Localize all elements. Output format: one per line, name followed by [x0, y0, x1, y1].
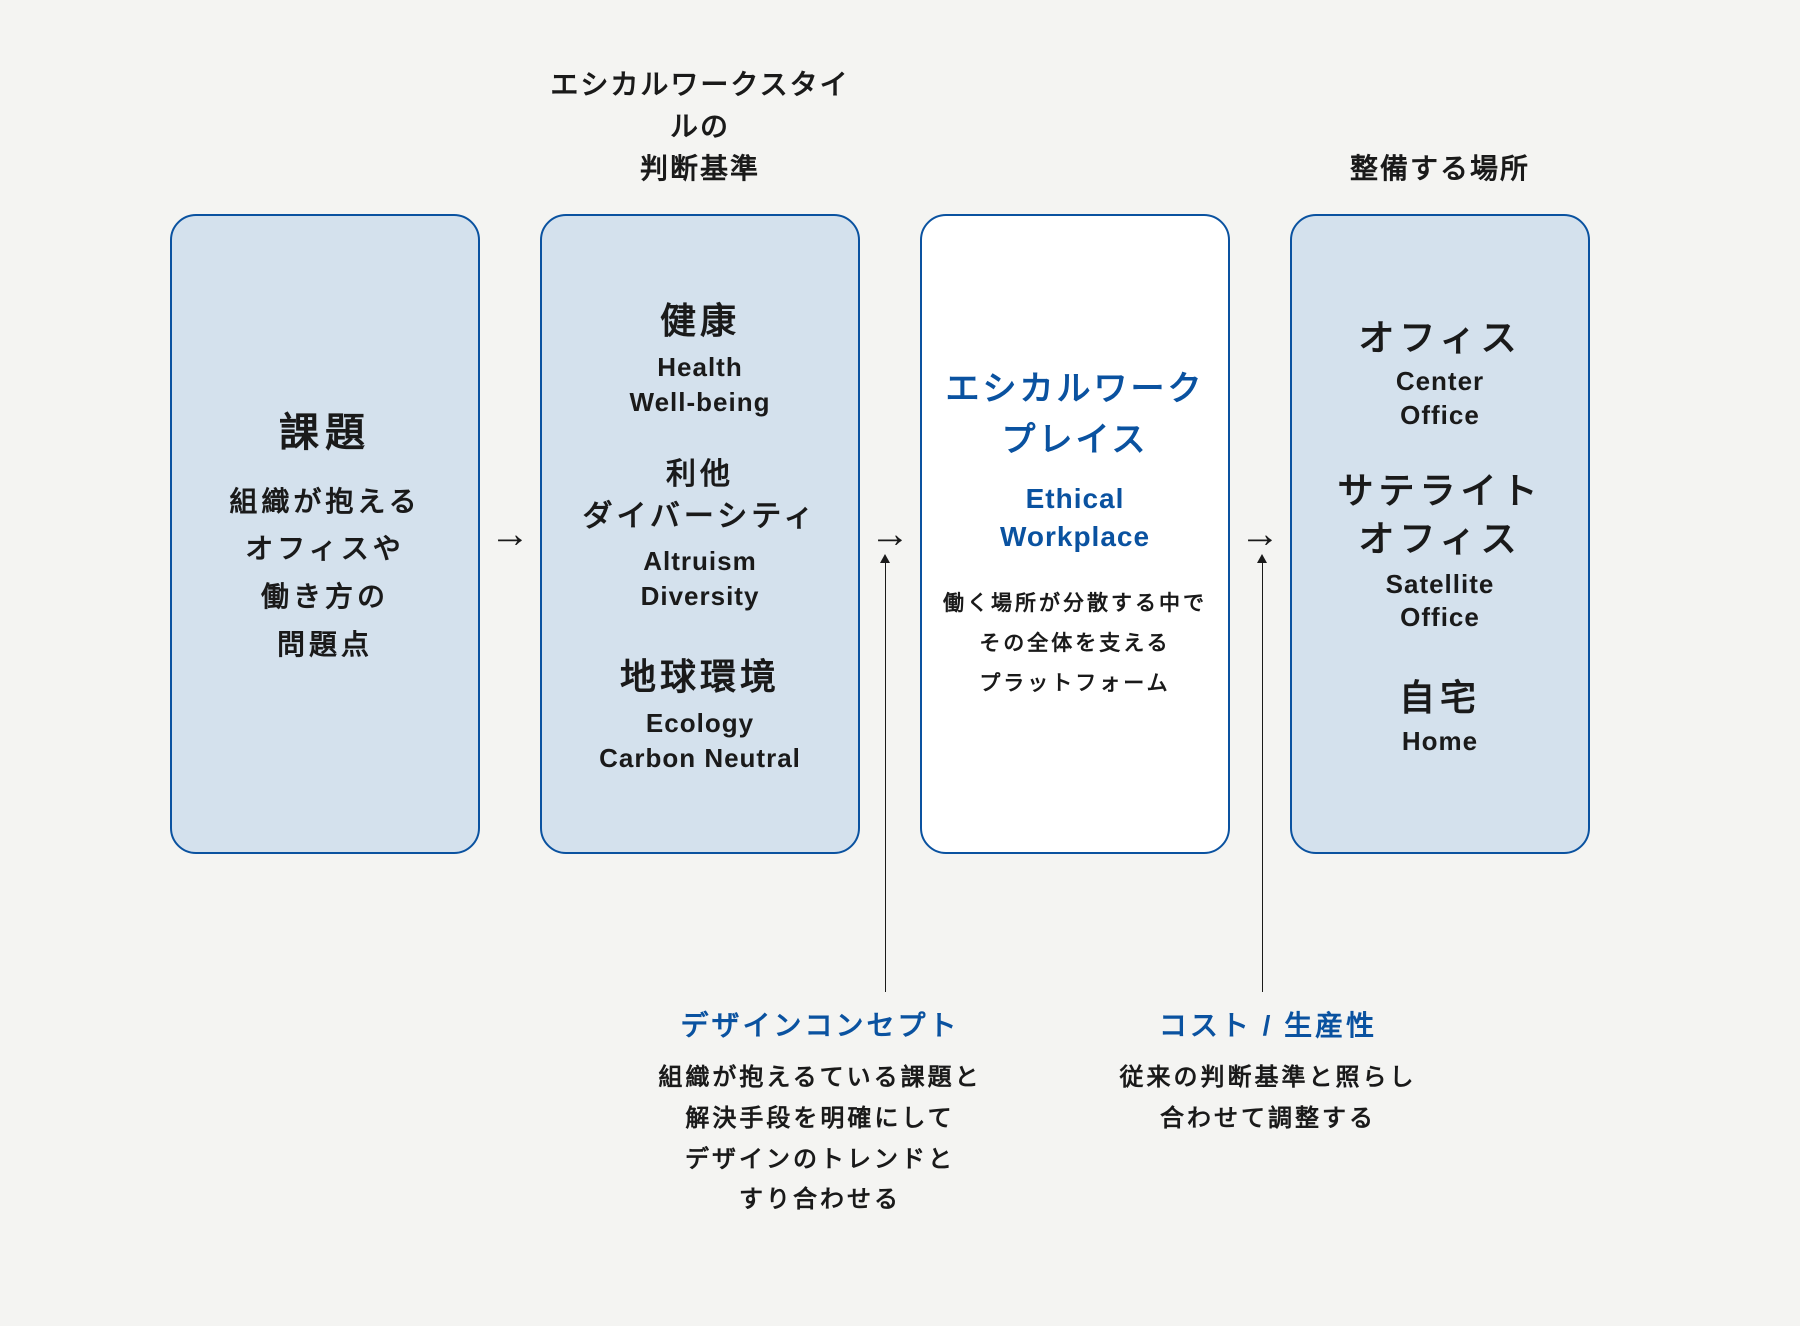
workplace-title-en: EthicalWorkplace [1000, 480, 1150, 556]
callout-2-title: コスト / 生産性 [1068, 1004, 1468, 1044]
issues-body: 組織が抱えるオフィスや働き方の問題点 [229, 478, 420, 668]
workplace-title-jp: エシカルワークプレイス [946, 364, 1205, 466]
callouts-region: デザインコンセプト 組織が抱えるている課題と解決手段を明確にしてデザインのトレン… [170, 854, 1630, 1214]
place-3-en: Home [1402, 725, 1478, 759]
node-issues: 課題 組織が抱えるオフィスや働き方の問題点 [170, 214, 480, 854]
place-1-en: CenterOffice [1396, 365, 1484, 433]
criteria-1-en: HealthWell-being [630, 350, 771, 420]
place-2-en: SatelliteOffice [1386, 568, 1495, 636]
node-places: オフィス CenterOffice サテライトオフィス SatelliteOff… [1290, 214, 1590, 854]
boxes-row: 課題 組織が抱えるオフィスや働き方の問題点 → 健康 HealthWell-be… [170, 214, 1630, 854]
header-row: エシカルワークスタイルの判断基準 整備する場所 [170, 100, 1630, 190]
pointer-line-1 [885, 562, 886, 992]
callout-1-title: デザインコンセプト [610, 1004, 1030, 1044]
criteria-2-en: AltruismDiversity [641, 544, 760, 614]
criteria-3-jp: 地球環境 [620, 648, 780, 700]
header-places: 整備する場所 [1290, 148, 1590, 190]
issues-title: 課題 [279, 400, 371, 458]
criteria-2-jp: 利他ダイバーシティ [583, 454, 818, 538]
place-1-jp: オフィス [1358, 309, 1521, 361]
node-workplace: エシカルワークプレイス EthicalWorkplace 働く場所が分散する中で… [920, 214, 1230, 854]
criteria-1-jp: 健康 [660, 292, 740, 344]
arrow-2: → [860, 514, 920, 554]
callout-2-body: 従来の判断基準と照らし合わせて調整する [1068, 1058, 1468, 1140]
callout-design-concept: デザインコンセプト 組織が抱えるている課題と解決手段を明確にしてデザインのトレン… [610, 1004, 1030, 1221]
ethical-workstyle-diagram: エシカルワークスタイルの判断基準 整備する場所 課題 組織が抱えるオフィスや働き… [170, 100, 1630, 1214]
arrow-1: → [480, 514, 540, 554]
callout-1-body: 組織が抱えるている課題と解決手段を明確にしてデザインのトレンドとすり合わせる [610, 1058, 1030, 1221]
header-criteria: エシカルワークスタイルの判断基準 [540, 64, 860, 190]
criteria-3-en: EcologyCarbon Neutral [599, 706, 801, 776]
callout-cost-productivity: コスト / 生産性 従来の判断基準と照らし合わせて調整する [1068, 1004, 1468, 1140]
arrow-3: → [1230, 514, 1290, 554]
place-2-jp: サテライトオフィス [1337, 467, 1542, 564]
place-3-jp: 自宅 [1399, 669, 1481, 721]
workplace-body: 働く場所が分散する中でその全体を支えるプラットフォーム [943, 584, 1207, 704]
node-criteria: 健康 HealthWell-being 利他ダイバーシティ AltruismDi… [540, 214, 860, 854]
pointer-line-2 [1262, 562, 1263, 992]
